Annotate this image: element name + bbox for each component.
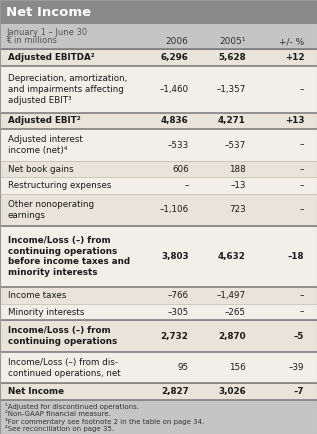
Text: –1,106: –1,106 <box>159 205 189 214</box>
Text: 5,628: 5,628 <box>218 53 246 62</box>
Text: ⁴See reconciliation on page 35.: ⁴See reconciliation on page 35. <box>5 425 114 432</box>
Text: –: – <box>300 291 304 300</box>
Text: Depreciation, amortization,
and impairments affecting
adjusted EBIT³: Depreciation, amortization, and impairme… <box>8 74 127 105</box>
FancyBboxPatch shape <box>0 49 317 400</box>
FancyBboxPatch shape <box>0 129 317 161</box>
Text: –13: –13 <box>230 181 246 190</box>
Text: Adjusted EBIT²: Adjusted EBIT² <box>8 116 81 125</box>
Text: Restructuring expenses: Restructuring expenses <box>8 181 111 190</box>
Text: Net Income: Net Income <box>8 387 64 396</box>
FancyBboxPatch shape <box>0 161 317 178</box>
Text: –265: –265 <box>225 308 246 316</box>
Text: –305: –305 <box>167 308 189 316</box>
Text: –766: –766 <box>168 291 189 300</box>
Text: 606: 606 <box>172 164 189 174</box>
Text: ¹Adjusted for discontinued operations.: ¹Adjusted for discontinued operations. <box>5 403 139 410</box>
Text: 723: 723 <box>229 205 246 214</box>
Text: ²Non-GAAP financial measure.: ²Non-GAAP financial measure. <box>5 411 111 417</box>
Text: 4,271: 4,271 <box>218 116 246 125</box>
Text: –1,460: –1,460 <box>159 85 189 94</box>
Text: –7: –7 <box>294 387 304 396</box>
Text: 2005¹: 2005¹ <box>219 37 246 46</box>
Text: Income/Loss (–) from
continuing operations: Income/Loss (–) from continuing operatio… <box>8 326 117 346</box>
Text: +13: +13 <box>285 116 304 125</box>
FancyBboxPatch shape <box>0 304 317 320</box>
Text: –: – <box>184 181 189 190</box>
Text: Adjusted EBITDA²: Adjusted EBITDA² <box>8 53 94 62</box>
Text: +/- %: +/- % <box>279 37 304 46</box>
Text: 95: 95 <box>178 363 189 372</box>
FancyBboxPatch shape <box>0 49 317 66</box>
FancyBboxPatch shape <box>0 0 317 24</box>
FancyBboxPatch shape <box>0 384 317 400</box>
Text: € in millions: € in millions <box>6 36 57 45</box>
Text: –537: –537 <box>224 141 246 150</box>
Text: –: – <box>300 141 304 150</box>
Text: 2,827: 2,827 <box>161 387 189 396</box>
Text: –: – <box>300 308 304 316</box>
Text: –18: –18 <box>288 252 304 261</box>
Text: 2006: 2006 <box>166 37 189 46</box>
Text: 3,803: 3,803 <box>161 252 189 261</box>
FancyBboxPatch shape <box>0 112 317 129</box>
FancyBboxPatch shape <box>0 66 317 112</box>
Text: Income/Loss (–) from dis-
continued operations, net: Income/Loss (–) from dis- continued oper… <box>8 358 120 378</box>
FancyBboxPatch shape <box>0 226 317 287</box>
Text: 4,836: 4,836 <box>161 116 189 125</box>
Text: –1,357: –1,357 <box>216 85 246 94</box>
Text: –: – <box>300 205 304 214</box>
Text: 156: 156 <box>229 363 246 372</box>
Text: +12: +12 <box>285 53 304 62</box>
Text: Adjusted interest
income (net)⁴: Adjusted interest income (net)⁴ <box>8 135 83 155</box>
Text: ³For commentary see footnote 2 in the table on page 34.: ³For commentary see footnote 2 in the ta… <box>5 418 204 425</box>
FancyBboxPatch shape <box>0 320 317 352</box>
FancyBboxPatch shape <box>0 178 317 194</box>
Text: Other nonoperating
earnings: Other nonoperating earnings <box>8 200 94 220</box>
Text: –: – <box>300 164 304 174</box>
Text: Income taxes: Income taxes <box>8 291 66 300</box>
FancyBboxPatch shape <box>0 24 317 49</box>
Text: January 1 – June 30: January 1 – June 30 <box>6 28 87 37</box>
Text: –39: –39 <box>289 363 304 372</box>
Text: 2,870: 2,870 <box>218 332 246 341</box>
FancyBboxPatch shape <box>0 287 317 304</box>
Text: Income/Loss (–) from
continuing operations
before income taxes and
minority inte: Income/Loss (–) from continuing operatio… <box>8 236 130 277</box>
Text: Net Income: Net Income <box>6 6 92 19</box>
Text: –1,497: –1,497 <box>217 291 246 300</box>
FancyBboxPatch shape <box>0 194 317 226</box>
Text: 2,732: 2,732 <box>161 332 189 341</box>
FancyBboxPatch shape <box>0 352 317 384</box>
Text: –: – <box>300 85 304 94</box>
Text: 3,026: 3,026 <box>218 387 246 396</box>
Text: Net book gains: Net book gains <box>8 164 74 174</box>
Text: 4,632: 4,632 <box>218 252 246 261</box>
Text: –: – <box>300 181 304 190</box>
Text: Minority interests: Minority interests <box>8 308 84 316</box>
Text: –5: –5 <box>294 332 304 341</box>
Text: 6,296: 6,296 <box>161 53 189 62</box>
FancyBboxPatch shape <box>0 400 317 434</box>
Text: –533: –533 <box>167 141 189 150</box>
Text: 188: 188 <box>229 164 246 174</box>
